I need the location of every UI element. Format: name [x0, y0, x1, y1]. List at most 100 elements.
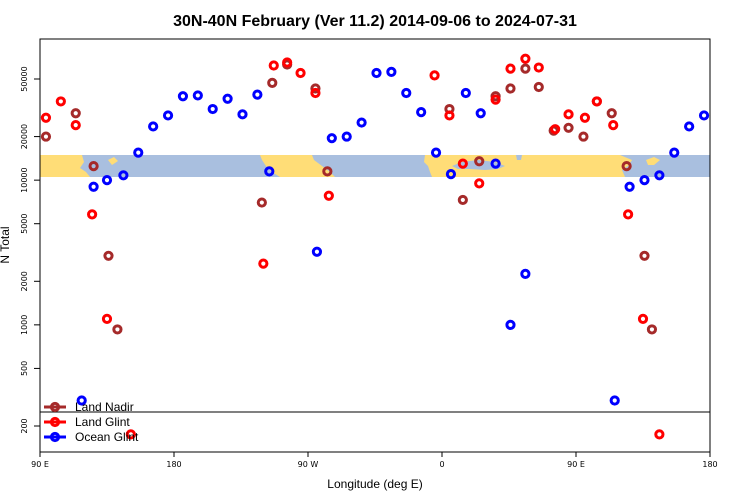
land-nadir-point-4: [112, 324, 123, 335]
ocean-glint-point-2: [101, 175, 113, 186]
ocean-glint-point-10: [222, 93, 233, 104]
land-nadir-point-8: [310, 83, 321, 94]
land-glint-point-5: [125, 429, 136, 440]
legend-label-land-nadir: Land Nadir: [75, 400, 134, 414]
land-nadir-point-18: [563, 122, 574, 133]
land-nadir-point-1: [70, 108, 81, 119]
land-glint-point-2: [70, 120, 81, 131]
ocean-glint-point-18: [371, 67, 382, 79]
ocean-glint-point-6: [162, 110, 174, 121]
ocean-glint-point-14: [311, 246, 323, 257]
land-nadir-point-16: [533, 81, 544, 93]
x-tick-label-4: 90 E: [567, 460, 585, 469]
land-nadir-point-0: [40, 131, 52, 142]
land-glint-point-19: [533, 62, 544, 73]
ocean-glint-point-0: [76, 395, 87, 406]
y-tick-label-10000: 10000: [20, 167, 29, 192]
ocean-glint-point-27: [505, 319, 516, 330]
chart-title: 30N-40N February (Ver 11.2) 2014-09-06 t…: [173, 13, 577, 30]
land-glint-point-18: [520, 53, 531, 64]
land-glint-point-24: [608, 120, 619, 131]
land-glint-point-11: [323, 190, 334, 201]
legend: Land Nadir Land Glint Ocean Glint: [44, 400, 139, 444]
ocean-glint-point-5: [148, 121, 159, 132]
ocean-glint-point-25: [475, 108, 486, 119]
ocean-glint-point-30: [624, 181, 635, 192]
ocean-glint-point-22: [430, 147, 442, 158]
legend-marker-land-glint: [49, 416, 61, 428]
y-axis-label: N Total: [0, 226, 12, 263]
legend-label-ocean-glint: Ocean Glint: [75, 430, 139, 444]
y-tick-label-5000: 5000: [20, 214, 29, 234]
land-glint-point-1: [55, 96, 66, 107]
ocean-glint-point-31: [639, 175, 650, 186]
land-nadir-point-6: [267, 77, 278, 88]
ocean-glint-point-28: [520, 268, 531, 279]
land-glint-point-16: [490, 94, 501, 105]
legend-label-land-glint: Land Glint: [75, 415, 130, 429]
plot-border: [39, 38, 711, 453]
land-nadir-point-21: [606, 108, 617, 119]
land-glint-point-15: [474, 178, 485, 189]
ocean-glint-point-26: [490, 158, 501, 169]
data-points: [40, 53, 710, 440]
land-glint-point-6: [258, 258, 269, 269]
x-tick-label-3: 0: [439, 460, 444, 469]
x-tick-label-2: 90 W: [298, 460, 319, 469]
land-nadir-point-3: [103, 250, 114, 261]
land-glint-point-22: [579, 112, 591, 123]
ocean-glint-point-20: [401, 87, 412, 99]
x-tick-label-0: 90 E: [31, 460, 49, 469]
ocean-glint-point-4: [133, 147, 144, 158]
land-glint-point-7: [268, 60, 279, 71]
ocean-glint-point-35: [698, 110, 710, 121]
land-glint-point-4: [101, 313, 113, 324]
ocean-glint-point-3: [118, 170, 129, 181]
map-ocean-caspian: [516, 155, 522, 160]
y-tick-label-20000: 20000: [20, 124, 29, 149]
map-ocean-pacific: [80, 155, 280, 177]
ocean-glint-point-12: [252, 89, 263, 100]
land-glint-point-10: [310, 87, 321, 99]
ocean-glint-point-7: [177, 91, 189, 102]
land-glint-point-12: [429, 70, 440, 81]
ocean-glint-point-8: [192, 90, 203, 101]
land-nadir-point-19: [578, 131, 589, 142]
x-axis: 90 E 180 90 W 0 90 E 180: [31, 452, 718, 469]
land-glint-point-13: [444, 110, 455, 121]
land-glint-point-26: [637, 313, 649, 324]
legend-marker-ocean-glint: [49, 431, 61, 443]
world-map-band: [40, 155, 710, 177]
ocean-glint-point-17: [356, 117, 367, 128]
land-nadir-point-15: [520, 63, 531, 74]
plot-frame: [39, 38, 711, 453]
land-glint-point-9: [295, 67, 306, 79]
land-nadir-point-14: [505, 83, 516, 94]
land-glint-point-8: [282, 57, 293, 68]
land-nadir-point-9: [322, 166, 333, 177]
land-nadir-point-2: [88, 161, 99, 172]
ocean-glint-point-29: [609, 395, 620, 406]
y-tick-label-500: 500: [20, 361, 29, 376]
land-nadir-point-5: [256, 197, 267, 208]
ocean-glint-point-1: [88, 181, 99, 192]
x-axis-label: Longitude (deg E): [327, 477, 422, 491]
land-glint-point-20: [550, 124, 561, 135]
ocean-glint-point-19: [386, 66, 397, 77]
ocean-glint-point-24: [460, 87, 471, 99]
y-tick-label-50000: 50000: [20, 66, 29, 91]
ocean-glint-point-34: [684, 121, 695, 132]
land-glint-point-27: [654, 429, 665, 440]
land-glint-point-17: [505, 63, 516, 74]
ocean-glint-point-16: [341, 131, 352, 142]
land-glint-point-23: [591, 96, 602, 107]
ocean-glint-point-23: [445, 169, 457, 180]
ocean-glint-point-11: [237, 109, 248, 120]
land-glint-point-14: [457, 158, 468, 169]
y-tick-label-2000: 2000: [20, 271, 29, 291]
land-glint-point-21: [563, 109, 574, 120]
ocean-glint-point-13: [264, 166, 275, 177]
land-nadir-point-24: [646, 324, 658, 335]
land-glint-point-0: [40, 112, 52, 123]
